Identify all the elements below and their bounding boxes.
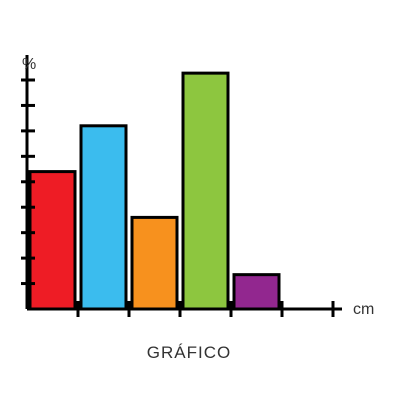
bars-group	[28, 71, 281, 311]
chart-title: GRÁFICO	[147, 343, 231, 362]
bar-3	[130, 215, 179, 311]
bar-4	[181, 71, 230, 311]
bar-5	[232, 273, 281, 311]
bar-1	[28, 170, 77, 311]
bar-2	[79, 124, 128, 311]
axes-group	[21, 55, 342, 317]
y-axis-label: %	[22, 56, 36, 73]
x-axis-label: cm	[353, 301, 374, 318]
